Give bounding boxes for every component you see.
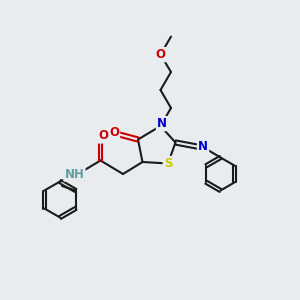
Text: NH: NH: [64, 167, 84, 181]
Text: O: O: [109, 126, 119, 140]
Text: N: N: [157, 117, 167, 130]
Text: N: N: [198, 140, 208, 154]
Text: S: S: [164, 157, 172, 170]
Text: O: O: [98, 129, 108, 142]
Text: O: O: [155, 48, 166, 61]
